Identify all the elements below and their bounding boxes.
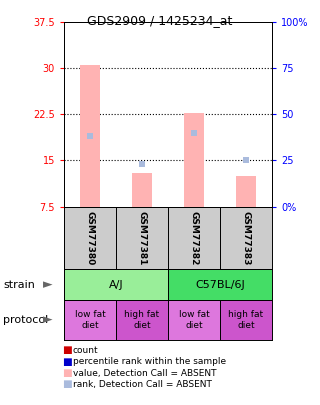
Text: ►: ► bbox=[43, 278, 53, 291]
Bar bbox=[236, 176, 256, 207]
Bar bbox=[184, 113, 204, 207]
Bar bbox=[220, 207, 272, 269]
Bar bbox=[64, 207, 116, 269]
Text: high fat
diet: high fat diet bbox=[228, 310, 264, 330]
Bar bbox=[168, 300, 220, 340]
Text: A/J: A/J bbox=[109, 279, 123, 290]
Bar bbox=[116, 207, 168, 269]
Text: ■: ■ bbox=[62, 368, 72, 378]
Text: percentile rank within the sample: percentile rank within the sample bbox=[73, 357, 226, 366]
Text: rank, Detection Call = ABSENT: rank, Detection Call = ABSENT bbox=[73, 380, 212, 389]
Bar bbox=[168, 207, 220, 269]
Text: C57BL/6J: C57BL/6J bbox=[195, 279, 245, 290]
Bar bbox=[220, 300, 272, 340]
Text: ■: ■ bbox=[62, 357, 72, 367]
Text: ■: ■ bbox=[62, 345, 72, 355]
Text: ■: ■ bbox=[62, 379, 72, 389]
Text: protocol: protocol bbox=[3, 315, 48, 325]
Bar bbox=[132, 173, 152, 207]
Text: strain: strain bbox=[3, 279, 35, 290]
Text: ►: ► bbox=[43, 313, 53, 326]
Text: GSM77381: GSM77381 bbox=[138, 211, 147, 265]
Text: GDS2909 / 1425234_at: GDS2909 / 1425234_at bbox=[87, 14, 233, 27]
Bar bbox=[64, 269, 168, 300]
Bar bbox=[116, 300, 168, 340]
Bar bbox=[80, 65, 100, 207]
Bar bbox=[168, 269, 272, 300]
Text: value, Detection Call = ABSENT: value, Detection Call = ABSENT bbox=[73, 369, 216, 377]
Text: low fat
diet: low fat diet bbox=[75, 310, 105, 330]
Text: low fat
diet: low fat diet bbox=[179, 310, 209, 330]
Text: GSM77382: GSM77382 bbox=[189, 211, 198, 265]
Text: GSM77383: GSM77383 bbox=[242, 211, 251, 265]
Bar bbox=[64, 300, 116, 340]
Text: count: count bbox=[73, 346, 99, 355]
Text: GSM77380: GSM77380 bbox=[85, 211, 94, 265]
Text: high fat
diet: high fat diet bbox=[124, 310, 160, 330]
